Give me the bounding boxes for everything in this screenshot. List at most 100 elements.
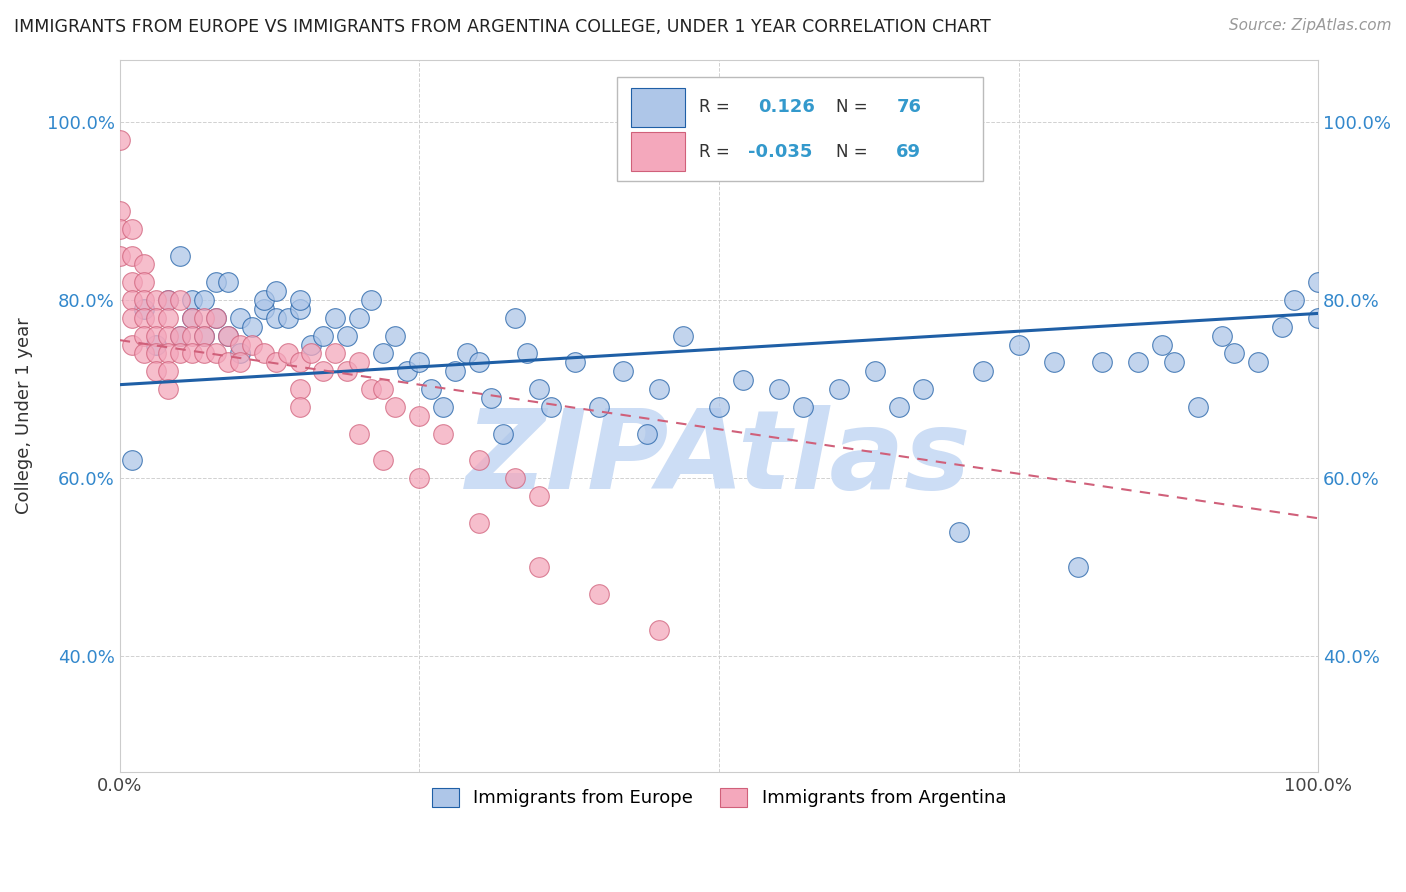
Point [121, 248, 143, 262]
Point [228, 346, 250, 360]
Point [768, 382, 790, 396]
Point [612, 364, 634, 378]
Y-axis label: College, Under 1 year: College, Under 1 year [15, 318, 32, 514]
Point [731, 373, 754, 387]
Point [1043, 355, 1066, 369]
Point [384, 328, 406, 343]
Point [145, 337, 167, 351]
Point [301, 337, 323, 351]
Point [193, 346, 215, 360]
Point [217, 328, 239, 343]
Point [468, 453, 491, 467]
Text: 0.126: 0.126 [758, 98, 815, 116]
Point [588, 587, 610, 601]
Point [156, 328, 179, 343]
Point [193, 328, 215, 343]
Point [1308, 275, 1330, 289]
Point [349, 310, 371, 325]
Point [432, 426, 454, 441]
Text: R =: R = [699, 143, 730, 161]
Point [288, 355, 311, 369]
Point [373, 382, 395, 396]
Point [121, 275, 143, 289]
Point [648, 382, 671, 396]
Point [301, 346, 323, 360]
Legend: Immigrants from Europe, Immigrants from Argentina: Immigrants from Europe, Immigrants from … [423, 779, 1015, 816]
Point [288, 293, 311, 307]
Point [264, 284, 287, 298]
Point [1163, 355, 1185, 369]
Point [1271, 319, 1294, 334]
Text: Source: ZipAtlas.com: Source: ZipAtlas.com [1229, 18, 1392, 33]
Point [288, 382, 311, 396]
Point [349, 355, 371, 369]
Point [1152, 337, 1174, 351]
Point [863, 364, 886, 378]
Point [180, 310, 202, 325]
Point [169, 328, 191, 343]
Point [180, 293, 202, 307]
Text: N =: N = [837, 98, 868, 116]
Point [145, 346, 167, 360]
Point [145, 310, 167, 325]
Point [121, 453, 143, 467]
Point [288, 301, 311, 316]
Point [132, 346, 155, 360]
Point [276, 310, 298, 325]
Point [204, 310, 226, 325]
Point [132, 310, 155, 325]
Point [420, 382, 443, 396]
Point [516, 346, 538, 360]
Point [527, 382, 550, 396]
Point [1247, 355, 1270, 369]
Point [217, 328, 239, 343]
Point [288, 400, 311, 414]
Point [193, 310, 215, 325]
Point [349, 426, 371, 441]
Bar [631, 132, 685, 171]
Point [240, 319, 263, 334]
Point [264, 310, 287, 325]
Point [432, 400, 454, 414]
Point [373, 453, 395, 467]
Point [204, 346, 226, 360]
Point [396, 364, 419, 378]
Point [1067, 560, 1090, 574]
Point [169, 346, 191, 360]
Point [145, 328, 167, 343]
Point [108, 204, 131, 219]
Point [204, 275, 226, 289]
Point [527, 489, 550, 503]
Point [228, 355, 250, 369]
Point [1091, 355, 1114, 369]
Point [252, 346, 274, 360]
Point [492, 426, 515, 441]
Point [204, 310, 226, 325]
Point [312, 328, 335, 343]
Point [948, 524, 970, 539]
Point [408, 355, 430, 369]
Point [252, 293, 274, 307]
Point [264, 355, 287, 369]
Text: IMMIGRANTS FROM EUROPE VS IMMIGRANTS FROM ARGENTINA COLLEGE, UNDER 1 YEAR CORREL: IMMIGRANTS FROM EUROPE VS IMMIGRANTS FRO… [14, 18, 991, 36]
Point [156, 310, 179, 325]
Point [252, 301, 274, 316]
Point [648, 623, 671, 637]
Text: 69: 69 [896, 143, 921, 161]
Point [145, 364, 167, 378]
Point [503, 310, 526, 325]
Point [132, 328, 155, 343]
Point [564, 355, 586, 369]
Point [276, 346, 298, 360]
Point [217, 275, 239, 289]
Point [527, 560, 550, 574]
Point [1187, 400, 1209, 414]
Point [360, 382, 382, 396]
Point [156, 293, 179, 307]
Point [108, 222, 131, 236]
Text: R =: R = [699, 98, 730, 116]
Point [1308, 310, 1330, 325]
Point [121, 222, 143, 236]
Point [336, 328, 359, 343]
Text: N =: N = [837, 143, 868, 161]
